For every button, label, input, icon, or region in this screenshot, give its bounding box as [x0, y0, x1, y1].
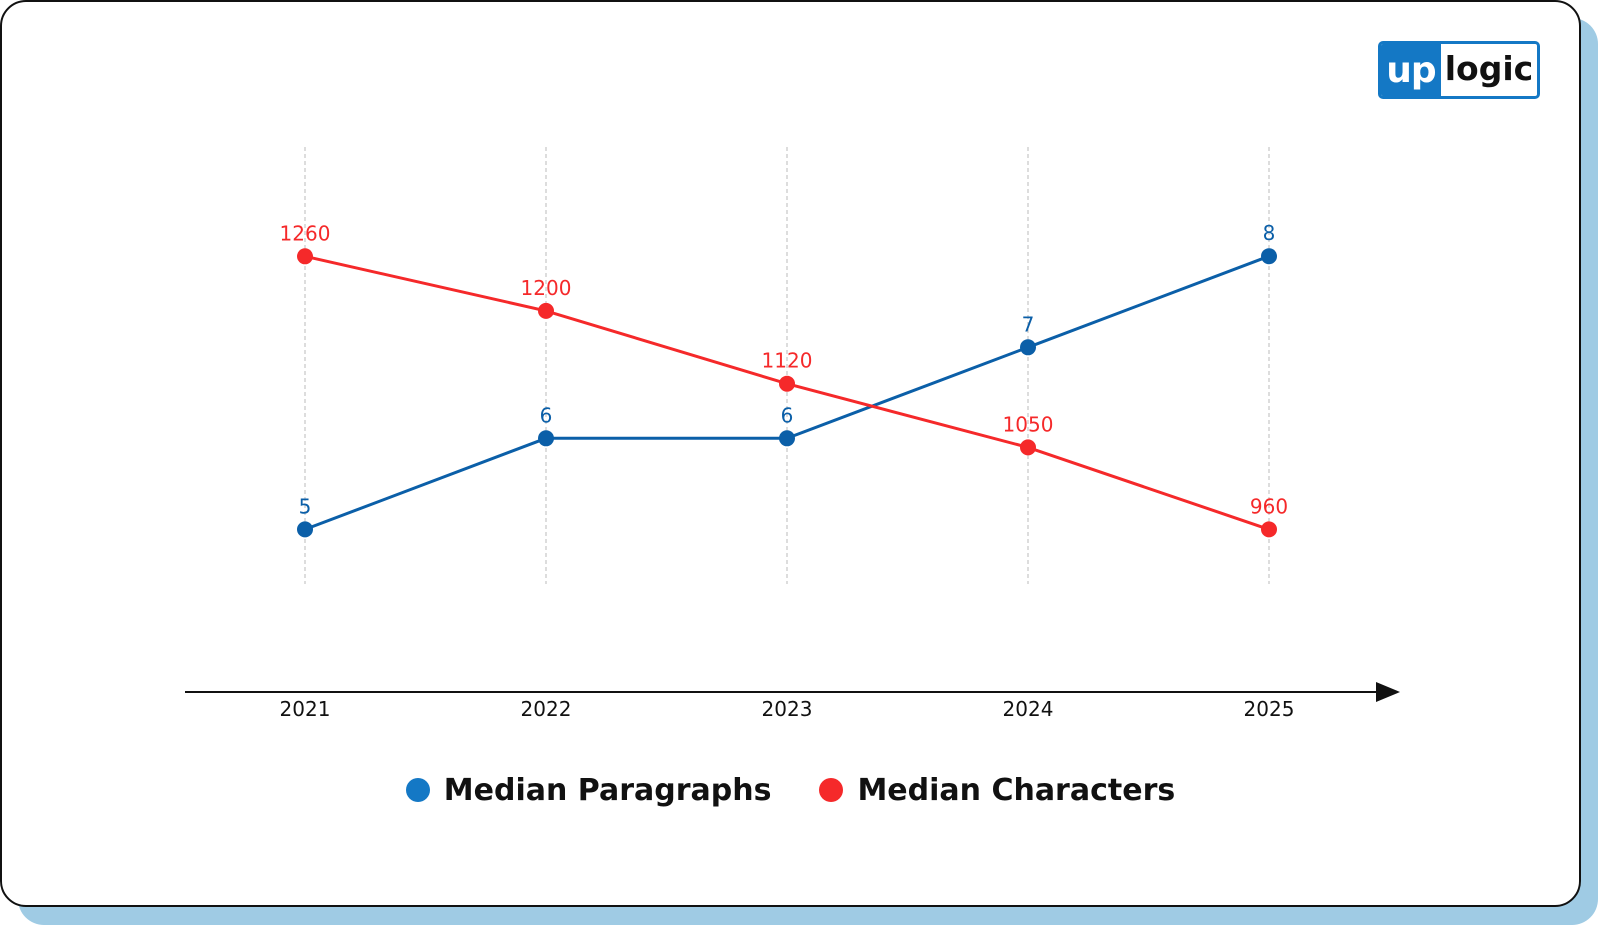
chart-card	[0, 0, 1581, 907]
x-tick-label: 2024	[1003, 697, 1054, 721]
legend-label-characters: Median Characters	[857, 772, 1176, 808]
data-point-paragraphs	[297, 521, 313, 538]
data-label-characters: 1120	[762, 349, 813, 373]
uplogic-logo: up logic	[1378, 41, 1540, 99]
data-point-paragraphs	[1020, 339, 1036, 356]
data-point-characters	[297, 248, 313, 265]
data-point-paragraphs	[1261, 248, 1277, 265]
legend-item-characters: Median Characters	[819, 773, 1175, 808]
data-point-characters	[1261, 521, 1277, 538]
x-tick-label: 2023	[762, 697, 813, 721]
legend-dot-characters	[819, 778, 844, 802]
data-label-characters: 960	[1250, 494, 1288, 518]
legend-item-paragraphs: Median Paragraphs	[405, 772, 772, 808]
legend-dot-paragraphs	[405, 778, 430, 802]
legend: Median Paragraphs Median Characters	[0, 768, 1581, 812]
logo-up-mark: up	[1381, 44, 1441, 96]
x-tick-label: 2025	[1244, 697, 1295, 721]
data-point-characters	[779, 375, 795, 392]
data-label-paragraphs: 5	[299, 494, 312, 518]
data-label-paragraphs: 8	[1263, 221, 1276, 245]
data-label-characters: 1200	[521, 276, 572, 300]
data-point-characters	[538, 302, 554, 319]
data-point-characters	[1020, 439, 1036, 456]
x-tick-label: 2022	[521, 697, 572, 721]
data-point-paragraphs	[779, 430, 795, 447]
data-point-paragraphs	[538, 430, 554, 447]
data-label-paragraphs: 6	[540, 403, 553, 427]
logo-wordmark: logic	[1444, 48, 1534, 88]
x-tick-label: 2021	[280, 697, 331, 721]
legend-label-paragraphs: Median Paragraphs	[443, 772, 772, 808]
data-label-characters: 1260	[280, 221, 331, 245]
data-label-paragraphs: 7	[1022, 312, 1035, 336]
data-label-paragraphs: 6	[781, 403, 794, 427]
data-label-characters: 1050	[1003, 412, 1054, 436]
